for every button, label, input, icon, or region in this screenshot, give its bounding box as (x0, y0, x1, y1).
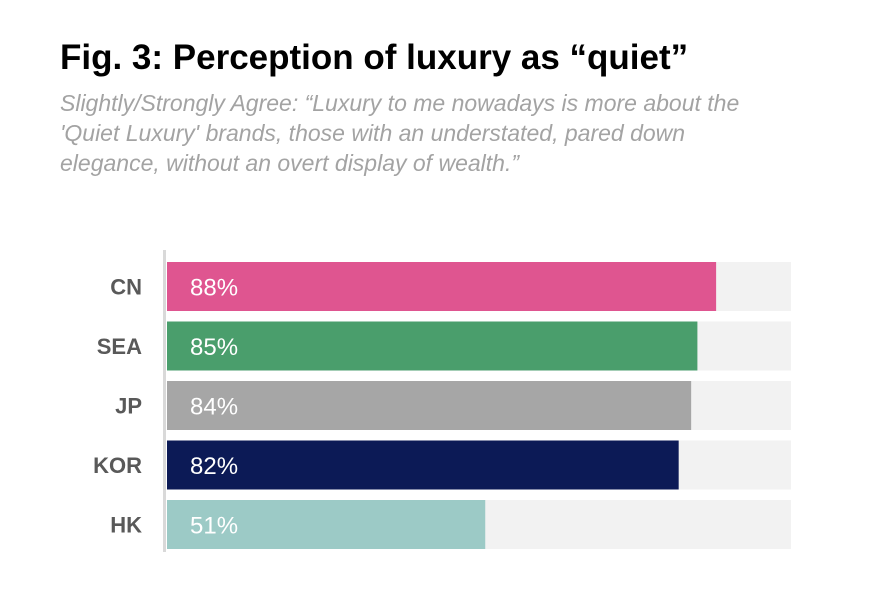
category-label-sea: SEA (97, 334, 142, 359)
bar-hk (167, 500, 486, 549)
bar-row-jp: JP 84% (115, 381, 791, 430)
bar-jp (167, 381, 692, 430)
bar-row-kor: KOR 82% (93, 440, 791, 490)
category-label-hk: HK (110, 513, 142, 538)
bar-cn (167, 262, 717, 311)
bar-sea (167, 321, 698, 371)
category-label-cn: CN (110, 275, 142, 300)
bar-row-hk: HK 51% (110, 500, 791, 549)
value-label-jp: 84% (190, 394, 238, 421)
bar-row-cn: CN 88% (110, 262, 791, 311)
chart-title: Fig. 3: Perception of luxury as “quiet” (60, 38, 689, 77)
category-label-jp: JP (115, 394, 142, 419)
chart-subtitle: Slightly/Strongly Agree: “Luxury to me n… (60, 90, 740, 176)
value-label-hk: 51% (190, 513, 238, 540)
value-label-kor: 82% (190, 453, 238, 480)
bar-kor (167, 440, 679, 490)
value-label-sea: 85% (190, 334, 238, 361)
bar-row-sea: SEA 85% (97, 321, 791, 371)
category-label-kor: KOR (93, 453, 142, 478)
value-label-cn: 88% (190, 275, 238, 302)
